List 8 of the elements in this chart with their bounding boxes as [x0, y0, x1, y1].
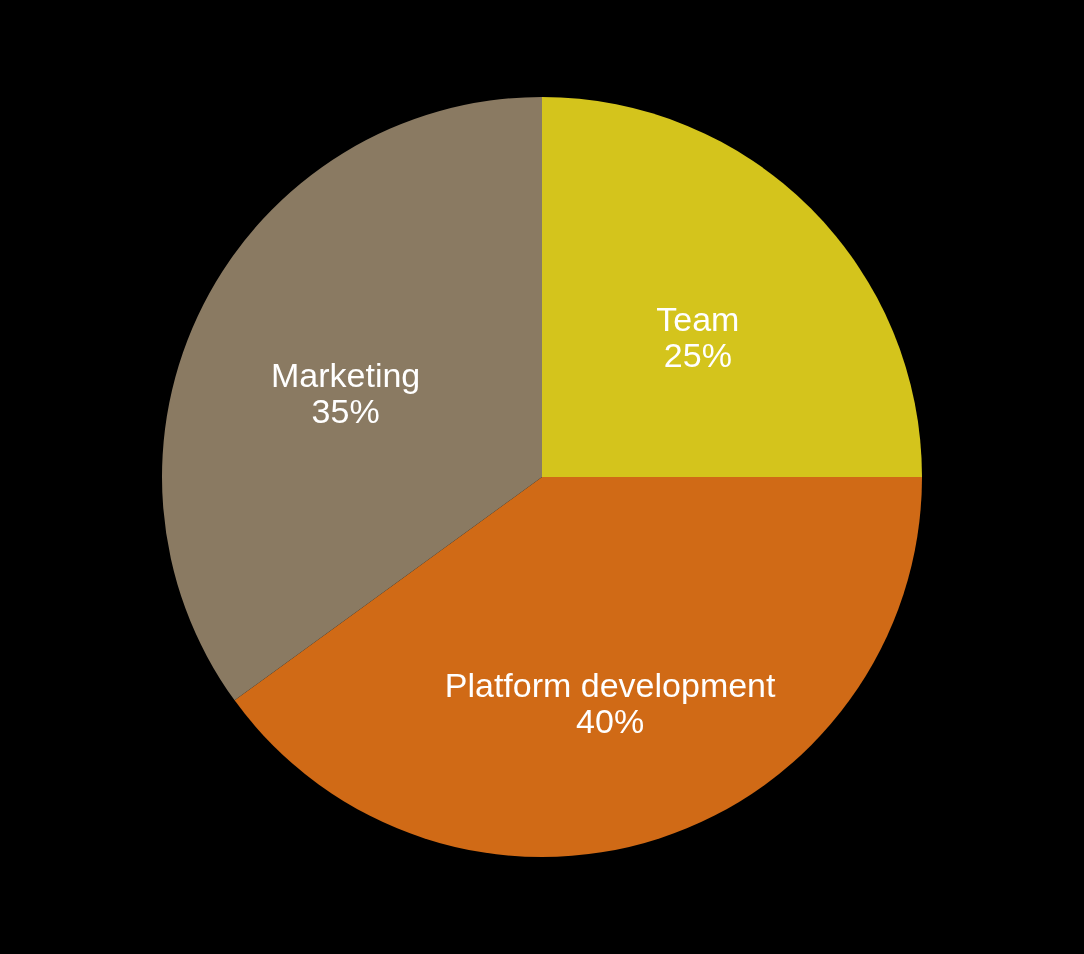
data-label: 40%	[576, 701, 645, 740]
pie-slice	[542, 97, 922, 477]
slice-label: Marketing	[270, 355, 421, 394]
slice-label: Team	[656, 300, 740, 339]
pie-slice	[234, 477, 922, 857]
data-label: 35%	[311, 391, 380, 430]
data-label: 25%	[663, 336, 732, 375]
slice-label: Platform development	[444, 665, 777, 704]
